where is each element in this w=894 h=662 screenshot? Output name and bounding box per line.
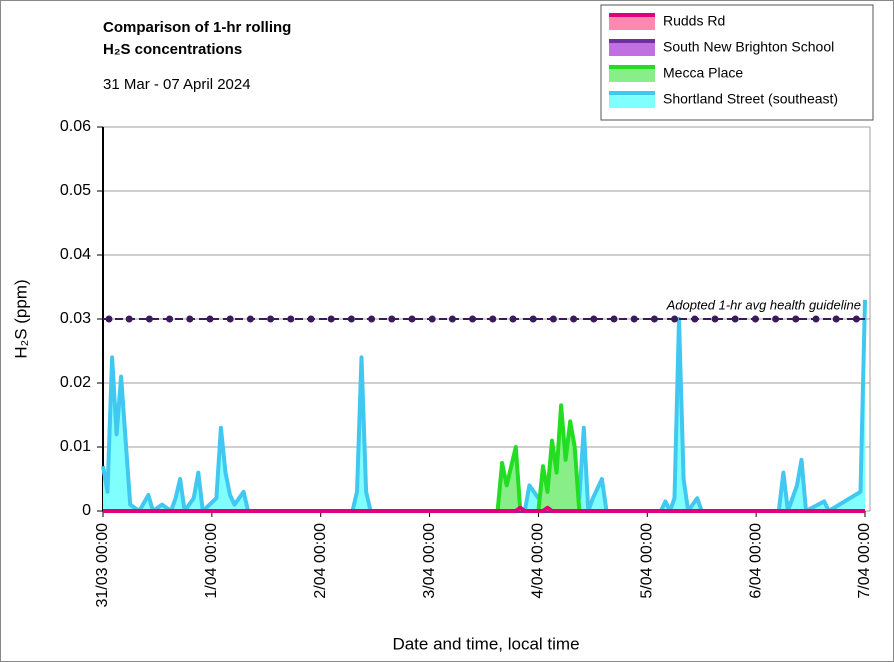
guideline-dot [509, 315, 517, 323]
legend-swatch [609, 66, 655, 82]
legend-swatch [609, 40, 655, 56]
guideline-dot [428, 315, 436, 323]
guideline-dot [570, 315, 578, 323]
guideline-dot [832, 315, 840, 323]
chart-title-line2: H₂S concentrations [103, 41, 242, 58]
x-tick-label: 6/04 00:00 [747, 523, 764, 599]
guideline-dot [408, 315, 416, 323]
guideline-dot [287, 315, 295, 323]
y-tick-label: 0.01 [60, 438, 91, 455]
x-axis-title: Date and time, local time [392, 634, 579, 653]
y-axis-title: H₂S (ppm) [11, 279, 30, 358]
y-tick-label: 0 [82, 502, 91, 519]
guideline-dot [590, 315, 598, 323]
guideline-dot [125, 315, 133, 323]
x-tick-label: 31/03 00:00 [94, 523, 111, 608]
guideline-dot [388, 315, 396, 323]
guideline-dot [650, 315, 658, 323]
guideline-dot [630, 315, 638, 323]
x-tick-label: 5/04 00:00 [639, 523, 656, 599]
y-tick-label: 0.02 [60, 374, 91, 391]
legend-label: Mecca Place [663, 65, 743, 81]
guideline-dot [772, 315, 780, 323]
guideline-dot [529, 315, 537, 323]
guideline-dot [610, 315, 618, 323]
guideline-dot [671, 315, 679, 323]
guideline-dot [145, 315, 153, 323]
guideline-dot [751, 315, 759, 323]
guideline-dot [368, 315, 376, 323]
guideline-dot [347, 315, 355, 323]
guideline-dot [307, 315, 315, 323]
legend-label: South New Brighton School [663, 39, 834, 55]
guideline-dot [246, 315, 254, 323]
chart-title: Comparison of 1-hr rolling [103, 19, 291, 36]
y-tick-label: 0.03 [60, 310, 91, 327]
guideline-dot [792, 315, 800, 323]
guideline-dot [186, 315, 194, 323]
legend-label: Rudds Rd [663, 13, 725, 29]
line [103, 403, 865, 513]
guideline-dot [267, 315, 275, 323]
y-tick-label: 0.06 [60, 118, 91, 135]
guideline-dot [711, 315, 719, 323]
guideline-dot [327, 315, 335, 323]
chart-subtitle: 31 Mar - 07 April 2024 [103, 76, 251, 93]
legend-swatch [609, 92, 655, 108]
guideline-dot [852, 315, 860, 323]
legend-label: Shortland Street (southeast) [663, 91, 838, 107]
guideline-dot [166, 315, 174, 323]
guideline-dot [206, 315, 214, 323]
x-tick-label: 2/04 00:00 [312, 523, 329, 599]
guideline-label: Adopted 1-hr avg health guideline [666, 297, 861, 312]
guideline-dot [469, 315, 477, 323]
guideline-dot [812, 315, 820, 323]
guideline-dot [691, 315, 699, 323]
guideline-dot [448, 315, 456, 323]
guideline-dot [226, 315, 234, 323]
x-tick-label: 7/04 00:00 [856, 523, 873, 599]
y-tick-label: 0.05 [60, 182, 91, 199]
legend-swatch [609, 14, 655, 30]
guideline-dot [105, 315, 113, 323]
x-tick-label: 3/04 00:00 [421, 523, 438, 599]
guideline-dot [489, 315, 497, 323]
guideline-dot [731, 315, 739, 323]
x-tick-label: 4/04 00:00 [530, 523, 547, 599]
line [103, 505, 865, 513]
y-tick-label: 0.04 [60, 246, 91, 263]
x-tick-label: 1/04 00:00 [203, 523, 220, 599]
guideline-dot [549, 315, 557, 323]
